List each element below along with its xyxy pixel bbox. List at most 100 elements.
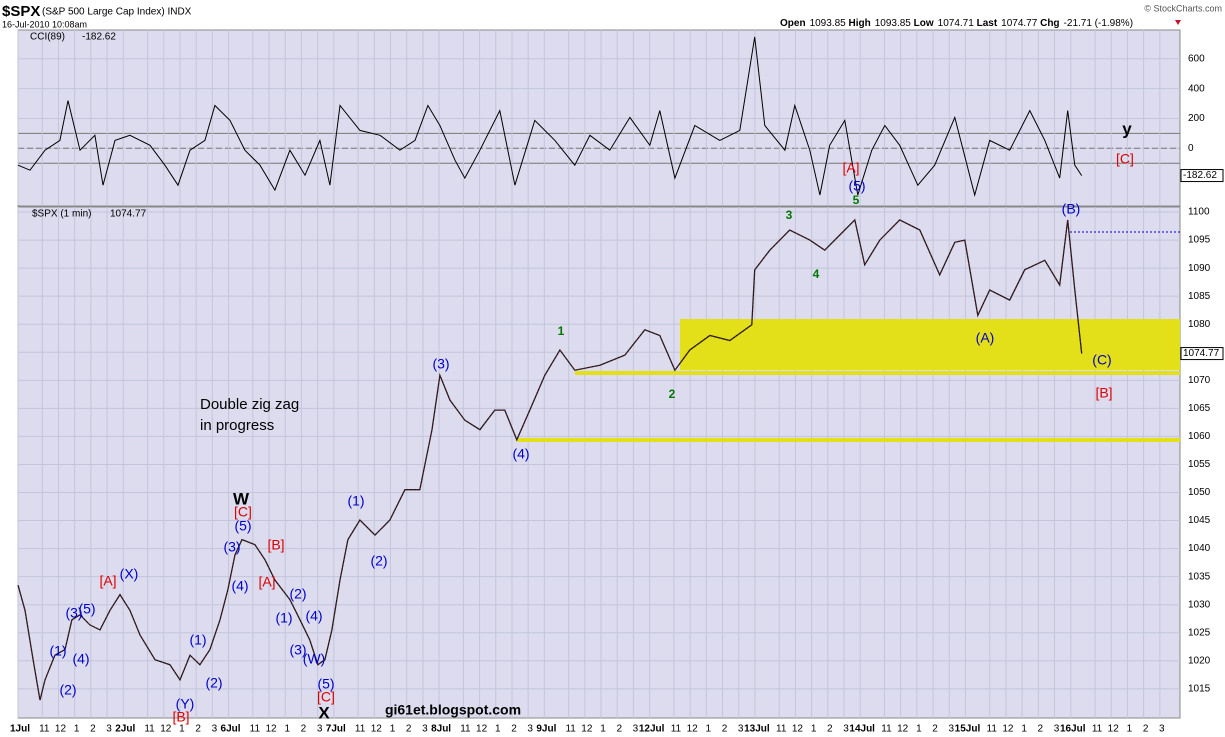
quote-label: Chg <box>1040 18 1059 29</box>
wave-label: (3) <box>223 539 240 555</box>
quote-label: Low <box>914 18 934 29</box>
x-tick-label: 11 <box>39 724 50 735</box>
x-tick-label: 3 <box>1054 724 1060 735</box>
wave-label: y <box>1122 119 1132 138</box>
quote-value: 1093.85 <box>875 18 912 29</box>
y-tick-label: 0 <box>1188 143 1194 154</box>
wave-label: (2) <box>289 586 306 602</box>
x-tick-label: 1 <box>74 724 80 735</box>
y-tick-label: 1050 <box>1188 487 1211 498</box>
watermark: gi61et.blogspot.com <box>385 702 521 718</box>
wave-label: (1) <box>189 632 206 648</box>
y-tick-label: 1070 <box>1188 375 1211 386</box>
last-value-box <box>1180 169 1224 183</box>
wave-label: (A) <box>976 330 995 346</box>
x-tick-label: 1Jul <box>10 724 30 735</box>
down-arrow <box>1175 20 1181 25</box>
wave-label: 1 <box>558 324 565 338</box>
wave-label: (1) <box>347 493 364 509</box>
x-tick-label: 13Jul <box>744 724 770 735</box>
x-tick-label: 12Jul <box>639 724 665 735</box>
x-tick-label: 12 <box>581 724 593 735</box>
y-tick-label: 1095 <box>1188 235 1211 246</box>
quote-label: High <box>849 18 871 29</box>
x-tick-label: 7Jul <box>326 724 346 735</box>
x-tick-label: 3 <box>948 724 954 735</box>
x-tick-label: 11 <box>881 724 892 735</box>
wave-label: (X) <box>120 566 139 582</box>
wave-label: (3) <box>289 642 306 658</box>
y-tick-label: 1100 <box>1188 207 1210 218</box>
y-tick-label: 1055 <box>1188 459 1211 470</box>
x-tick-label: 2 <box>301 724 307 735</box>
x-tick-label: 11 <box>250 724 261 735</box>
wave-label: (4) <box>305 608 322 624</box>
x-tick-label: 1 <box>811 724 817 735</box>
wave-label: (Y) <box>176 696 195 712</box>
quote-label: Last <box>977 18 998 29</box>
wave-label: (C) <box>1092 352 1111 368</box>
quote-value: -21.71 (-1.98%) <box>1064 18 1133 29</box>
x-tick-label: 1 <box>706 724 712 735</box>
zones <box>517 231 1180 442</box>
y-tick-label: 1025 <box>1188 627 1211 638</box>
x-tick-label: 9Jul <box>536 724 556 735</box>
y-tick-label: 1080 <box>1188 319 1211 330</box>
x-tick-label: 11 <box>355 724 366 735</box>
wave-label: [B] <box>267 537 284 553</box>
x-tick-label: 8Jul <box>431 724 451 735</box>
wave-label: (B) <box>1062 201 1081 217</box>
x-tick-label: 11 <box>987 724 998 735</box>
support-zone <box>680 319 1180 370</box>
x-tick-label: 14Jul <box>849 724 875 735</box>
x-tick-label: 12 <box>371 724 383 735</box>
wave-label: (2) <box>205 675 222 691</box>
x-tick-label: 3 <box>843 724 849 735</box>
last-value-box <box>1180 347 1224 361</box>
price-last: 1074.77 <box>110 209 147 220</box>
quote-label: Open <box>780 18 806 29</box>
wave-label: 2 <box>669 387 676 401</box>
wave-label: (5) <box>78 601 95 617</box>
wave-label: (4) <box>512 446 529 462</box>
x-tick-label: 12 <box>792 724 804 735</box>
wave-label: (3) <box>432 356 449 372</box>
y-tick-label: 1040 <box>1188 543 1211 554</box>
x-tick-label: 12 <box>476 724 488 735</box>
wave-label: 3 <box>786 208 793 222</box>
x-tick-label: 2 <box>722 724 728 735</box>
x-tick-label: 1 <box>916 724 922 735</box>
y-tick-label: 400 <box>1188 83 1205 94</box>
y-tick-label: 1085 <box>1188 291 1211 302</box>
note: in progress <box>200 417 274 434</box>
wave-label: 4 <box>813 267 820 281</box>
x-tick-label: 1 <box>1127 724 1133 735</box>
wave-label: [C] <box>1116 151 1134 167</box>
y-tick-label: 1015 <box>1188 683 1211 694</box>
y-tick-label: 600 <box>1188 53 1205 64</box>
wave-label: [C] <box>234 504 252 520</box>
wave-label: (5) <box>317 676 334 692</box>
cci-line <box>17 36 1083 197</box>
wave-label: (4) <box>72 651 89 667</box>
x-tick-label: 15Jul <box>955 724 981 735</box>
quote: Open 1093.85 High 1093.85 Low 1074.71 Last 1… <box>780 18 1133 29</box>
x-tick-label: 11 <box>671 724 682 735</box>
x-tick-label: 2 <box>1038 724 1044 735</box>
y-tick-label: 1065 <box>1188 403 1211 414</box>
cci-last: -182.62 <box>82 32 116 43</box>
wave-label: 5 <box>853 193 860 207</box>
wave-label: (1) <box>49 643 66 659</box>
symbol: $SPX <box>2 3 40 20</box>
x-tick-label: 12 <box>160 724 172 735</box>
index-name: (S&P 500 Large Cap Index) INDX <box>42 7 192 18</box>
x-tick-label: 2 <box>511 724 517 735</box>
x-tick-label: 11 <box>460 724 471 735</box>
quote-value: 1093.85 <box>810 18 847 29</box>
last-value-label: -182.62 <box>1183 170 1217 181</box>
wave-label: (2) <box>59 682 76 698</box>
x-tick-label: 2 <box>406 724 412 735</box>
quote-value: 1074.77 <box>1001 18 1038 29</box>
